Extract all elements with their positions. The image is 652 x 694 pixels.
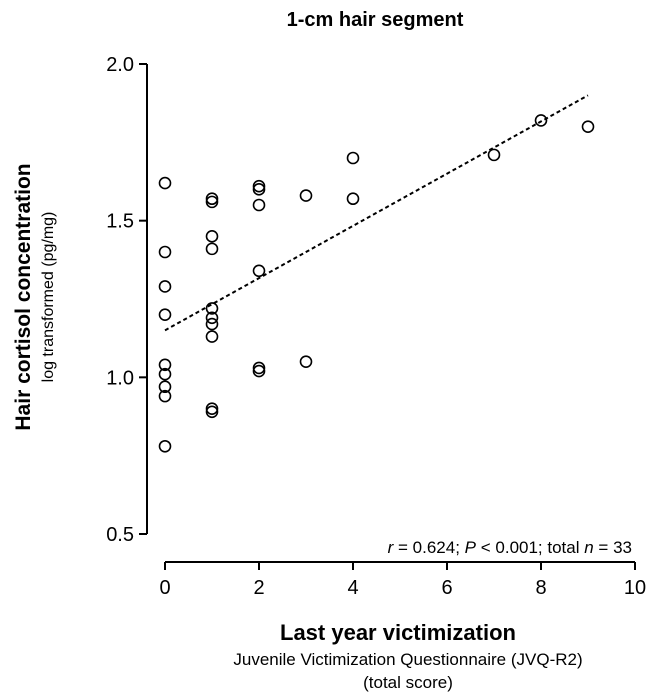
x-tick-label: 2 <box>253 577 264 599</box>
y-axis-label: Hair cortisol concentration <box>12 163 35 430</box>
data-points <box>158 114 595 453</box>
data-point <box>205 192 219 206</box>
plot-axes <box>146 64 635 563</box>
data-point <box>581 120 595 133</box>
data-point <box>205 302 219 315</box>
y-tick-label: 0.5 <box>106 524 134 546</box>
data-point <box>205 405 219 419</box>
data-point <box>158 280 172 293</box>
data-point <box>252 183 266 196</box>
n-symbol: n <box>584 538 593 557</box>
x-axis-sublabel-1: Juvenile Victimization Questionnaire (JV… <box>233 650 582 669</box>
data-point <box>158 380 172 394</box>
data-point <box>252 364 266 378</box>
data-point <box>158 308 172 321</box>
y-tick-label: 1.0 <box>106 367 134 389</box>
data-point <box>205 242 219 256</box>
chart-title: 1-cm hair segment <box>287 9 464 31</box>
data-point <box>205 402 219 415</box>
x-ticks: 0 2 4 6 8 10 <box>159 562 646 599</box>
p-symbol: P <box>465 538 477 557</box>
y-axis-sublabel: log transformed (pg/mg) <box>40 212 57 383</box>
stats-annotation: r = 0.624; P < 0.001; total n = 33 <box>388 538 632 557</box>
y-tick-label: 1.5 <box>106 211 134 233</box>
r-symbol: r <box>388 538 395 557</box>
r-value: = 0.624; <box>393 538 464 557</box>
x-axis-label: Last year victimization <box>280 620 516 645</box>
data-point <box>252 179 266 193</box>
data-point <box>158 439 172 453</box>
x-tick-label: 4 <box>347 577 358 599</box>
x-axis-sublabel-2: (total score) <box>363 673 453 692</box>
data-point <box>299 189 313 202</box>
data-point <box>205 195 219 209</box>
data-point <box>158 367 172 381</box>
data-point <box>534 114 548 127</box>
x-tick-label: 8 <box>535 577 546 599</box>
p-value: < 0.001; total <box>476 538 584 557</box>
data-point <box>158 358 172 372</box>
data-point <box>252 361 266 375</box>
y-tick-label: 2.0 <box>106 54 134 76</box>
trend-line <box>164 94 589 332</box>
data-point <box>252 264 266 278</box>
data-point <box>299 355 313 368</box>
data-point <box>158 389 172 403</box>
n-value: = 33 <box>594 538 632 557</box>
data-point <box>205 330 219 343</box>
data-point <box>346 151 360 165</box>
y-ticks: 0.5 1.0 1.5 2.0 <box>106 54 147 546</box>
x-tick-label: 0 <box>159 577 170 599</box>
data-point <box>346 192 360 206</box>
data-point <box>252 198 266 212</box>
x-tick-label: 10 <box>624 577 646 599</box>
data-point <box>205 230 219 243</box>
data-point <box>158 176 172 190</box>
data-point <box>205 317 219 331</box>
x-tick-label: 6 <box>441 577 452 599</box>
data-point <box>158 245 172 259</box>
data-point <box>205 311 219 325</box>
data-point <box>487 148 501 162</box>
